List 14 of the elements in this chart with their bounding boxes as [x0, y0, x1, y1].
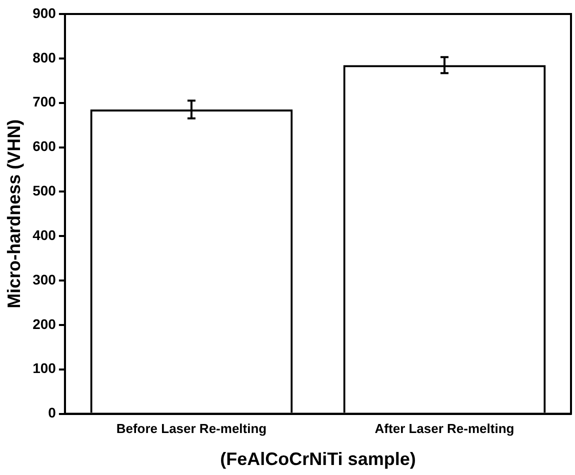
- y-tick-label: 300: [32, 271, 56, 288]
- y-tick-label: 600: [32, 138, 56, 154]
- y-axis-title: Micro-hardness (VHN): [4, 119, 24, 308]
- x-axis-title: (FeAlCoCrNiTi sample): [220, 449, 416, 470]
- y-tick-label: 200: [32, 316, 56, 332]
- y-tick-label: 100: [32, 360, 56, 376]
- x-tick-label: Before Laser Re-melting: [116, 421, 267, 436]
- y-tick-label: 500: [32, 182, 56, 199]
- x-tick-label: After Laser Re-melting: [374, 421, 514, 436]
- y-tick-label: 800: [32, 49, 56, 66]
- y-tick-label: 900: [32, 4, 56, 21]
- y-tick-label: 0: [48, 404, 56, 421]
- y-tick-label: 400: [32, 226, 56, 243]
- y-tick-label: 700: [32, 94, 56, 110]
